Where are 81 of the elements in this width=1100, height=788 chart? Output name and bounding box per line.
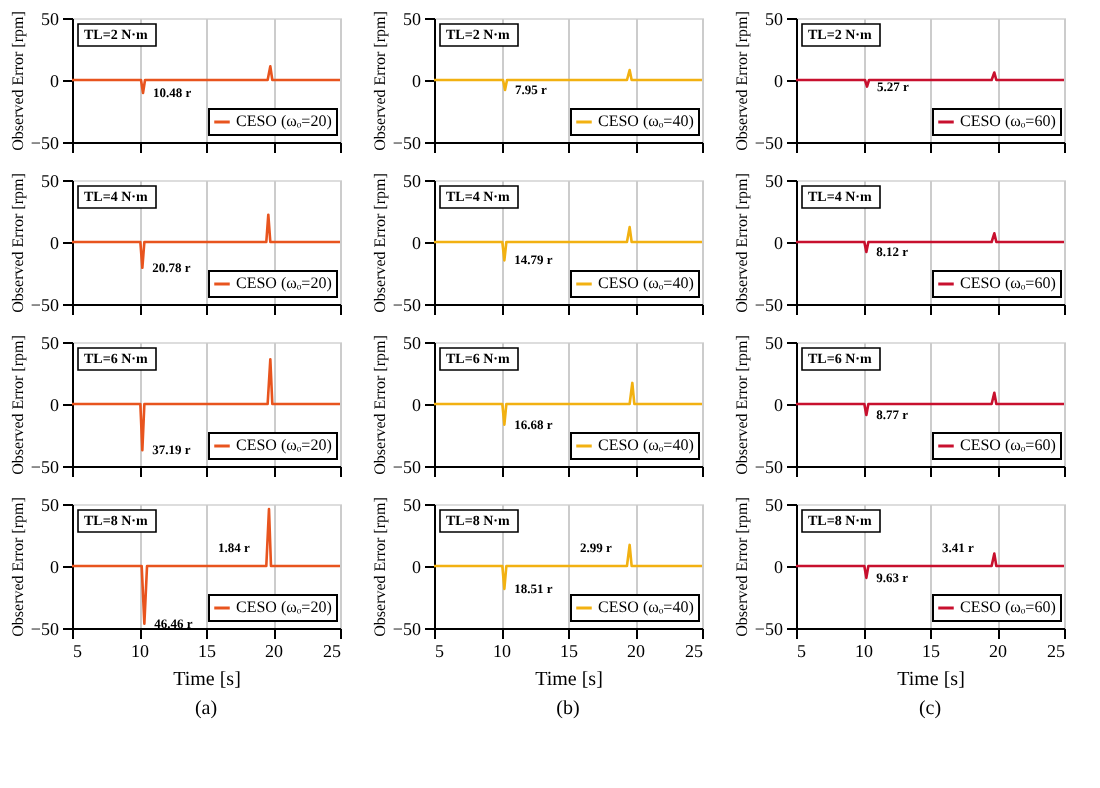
- y-axis-title: Observed Error [rpm]: [8, 172, 27, 313]
- y-tick-label: −50: [754, 457, 784, 477]
- x-tick-label: 5: [73, 641, 83, 661]
- x-axis-title: Time [s]: [535, 669, 603, 691]
- x-tick-label: 25: [323, 641, 342, 661]
- legend-label: CESO (ωₒ=20): [236, 112, 333, 130]
- series-label: CESO (ωₒ=40): [598, 598, 695, 616]
- y-tick-label: 0: [774, 557, 784, 577]
- y-tick-label: −50: [392, 133, 422, 153]
- y-axis-title: Observed Error [rpm]: [370, 334, 389, 475]
- x-tick-label: 20: [265, 641, 284, 661]
- y-tick-label: 0: [50, 557, 60, 577]
- y-tick-label: −50: [754, 619, 784, 639]
- y-tick-label: 50: [403, 495, 422, 515]
- y-tick-label: 50: [41, 495, 60, 515]
- y-axis-title: Observed Error [rpm]: [370, 172, 389, 313]
- y-tick-label: 0: [50, 233, 60, 253]
- x-axis-title: Time [s]: [897, 669, 965, 691]
- x-axis-title: Time [s]: [173, 669, 241, 691]
- text: (a): [194, 698, 218, 720]
- x-tick-label: 20: [627, 641, 646, 661]
- text: (c): [918, 698, 942, 720]
- legend-label: CESO (ωₒ=60): [960, 112, 1057, 130]
- y-tick-label: 50: [403, 171, 422, 191]
- y-tick-label: 50: [765, 333, 784, 353]
- y-tick-label: 0: [50, 395, 60, 415]
- x-tick-label: 15: [560, 641, 579, 661]
- legend-label: CESO (ωₒ=40): [598, 436, 695, 454]
- y-tick-label: −50: [392, 619, 422, 639]
- y-tick-label: −50: [392, 457, 422, 477]
- y-tick-label: 0: [774, 233, 784, 253]
- series-label: CESO (ωₒ=60): [960, 274, 1057, 292]
- y-tick-label: 0: [50, 71, 60, 91]
- x-tick-label: 10: [493, 641, 512, 661]
- series-label: CESO (ωₒ=20): [236, 598, 333, 616]
- y-axis-title: Observed Error [rpm]: [732, 496, 751, 637]
- y-axis-title: Observed Error [rpm]: [8, 10, 27, 151]
- series-label: CESO (ωₒ=60): [960, 598, 1057, 616]
- x-tick-label: 5: [797, 641, 807, 661]
- y-tick-label: 50: [765, 495, 784, 515]
- y-tick-label: −50: [30, 619, 60, 639]
- x-tick-label: 25: [685, 641, 704, 661]
- x-tick-label: 20: [989, 641, 1008, 661]
- series-label: CESO (ωₒ=20): [236, 274, 333, 292]
- y-tick-label: 50: [765, 9, 784, 29]
- x-tick-label: 25: [1047, 641, 1066, 661]
- y-tick-label: 50: [765, 171, 784, 191]
- legend-label: CESO (ωₒ=20): [236, 436, 333, 454]
- legend-label: CESO (ωₒ=40): [598, 112, 695, 130]
- series-label: CESO (ωₒ=40): [598, 274, 695, 292]
- y-tick-label: 0: [774, 395, 784, 415]
- x-tick-label: 10: [131, 641, 150, 661]
- y-tick-label: 50: [403, 9, 422, 29]
- y-tick-label: 0: [412, 71, 422, 91]
- x-tick-label: 10: [855, 641, 874, 661]
- y-tick-label: −50: [30, 457, 60, 477]
- y-axis-title: Observed Error [rpm]: [370, 496, 389, 637]
- y-tick-label: −50: [754, 295, 784, 315]
- y-tick-label: 50: [403, 333, 422, 353]
- y-tick-label: 0: [412, 557, 422, 577]
- x-tick-label: 5: [435, 641, 445, 661]
- y-tick-label: 0: [412, 233, 422, 253]
- legend-label: CESO (ωₒ=60): [960, 436, 1057, 454]
- y-tick-label: 0: [774, 71, 784, 91]
- text: (b): [556, 698, 580, 720]
- y-tick-label: −50: [30, 133, 60, 153]
- y-tick-label: −50: [30, 295, 60, 315]
- y-axis-title: Observed Error [rpm]: [732, 172, 751, 313]
- y-axis-title: Observed Error [rpm]: [8, 334, 27, 475]
- x-tick-label: 15: [198, 641, 217, 661]
- y-tick-label: 0: [412, 395, 422, 415]
- y-axis-title: Observed Error [rpm]: [8, 496, 27, 637]
- y-tick-label: 50: [41, 9, 60, 29]
- y-tick-label: 50: [41, 171, 60, 191]
- y-tick-label: −50: [392, 295, 422, 315]
- y-axis-title: Observed Error [rpm]: [732, 334, 751, 475]
- y-tick-label: 50: [41, 333, 60, 353]
- x-tick-label: 15: [922, 641, 941, 661]
- y-axis-title: Observed Error [rpm]: [370, 10, 389, 151]
- y-axis-title: Observed Error [rpm]: [732, 10, 751, 151]
- y-tick-label: −50: [754, 133, 784, 153]
